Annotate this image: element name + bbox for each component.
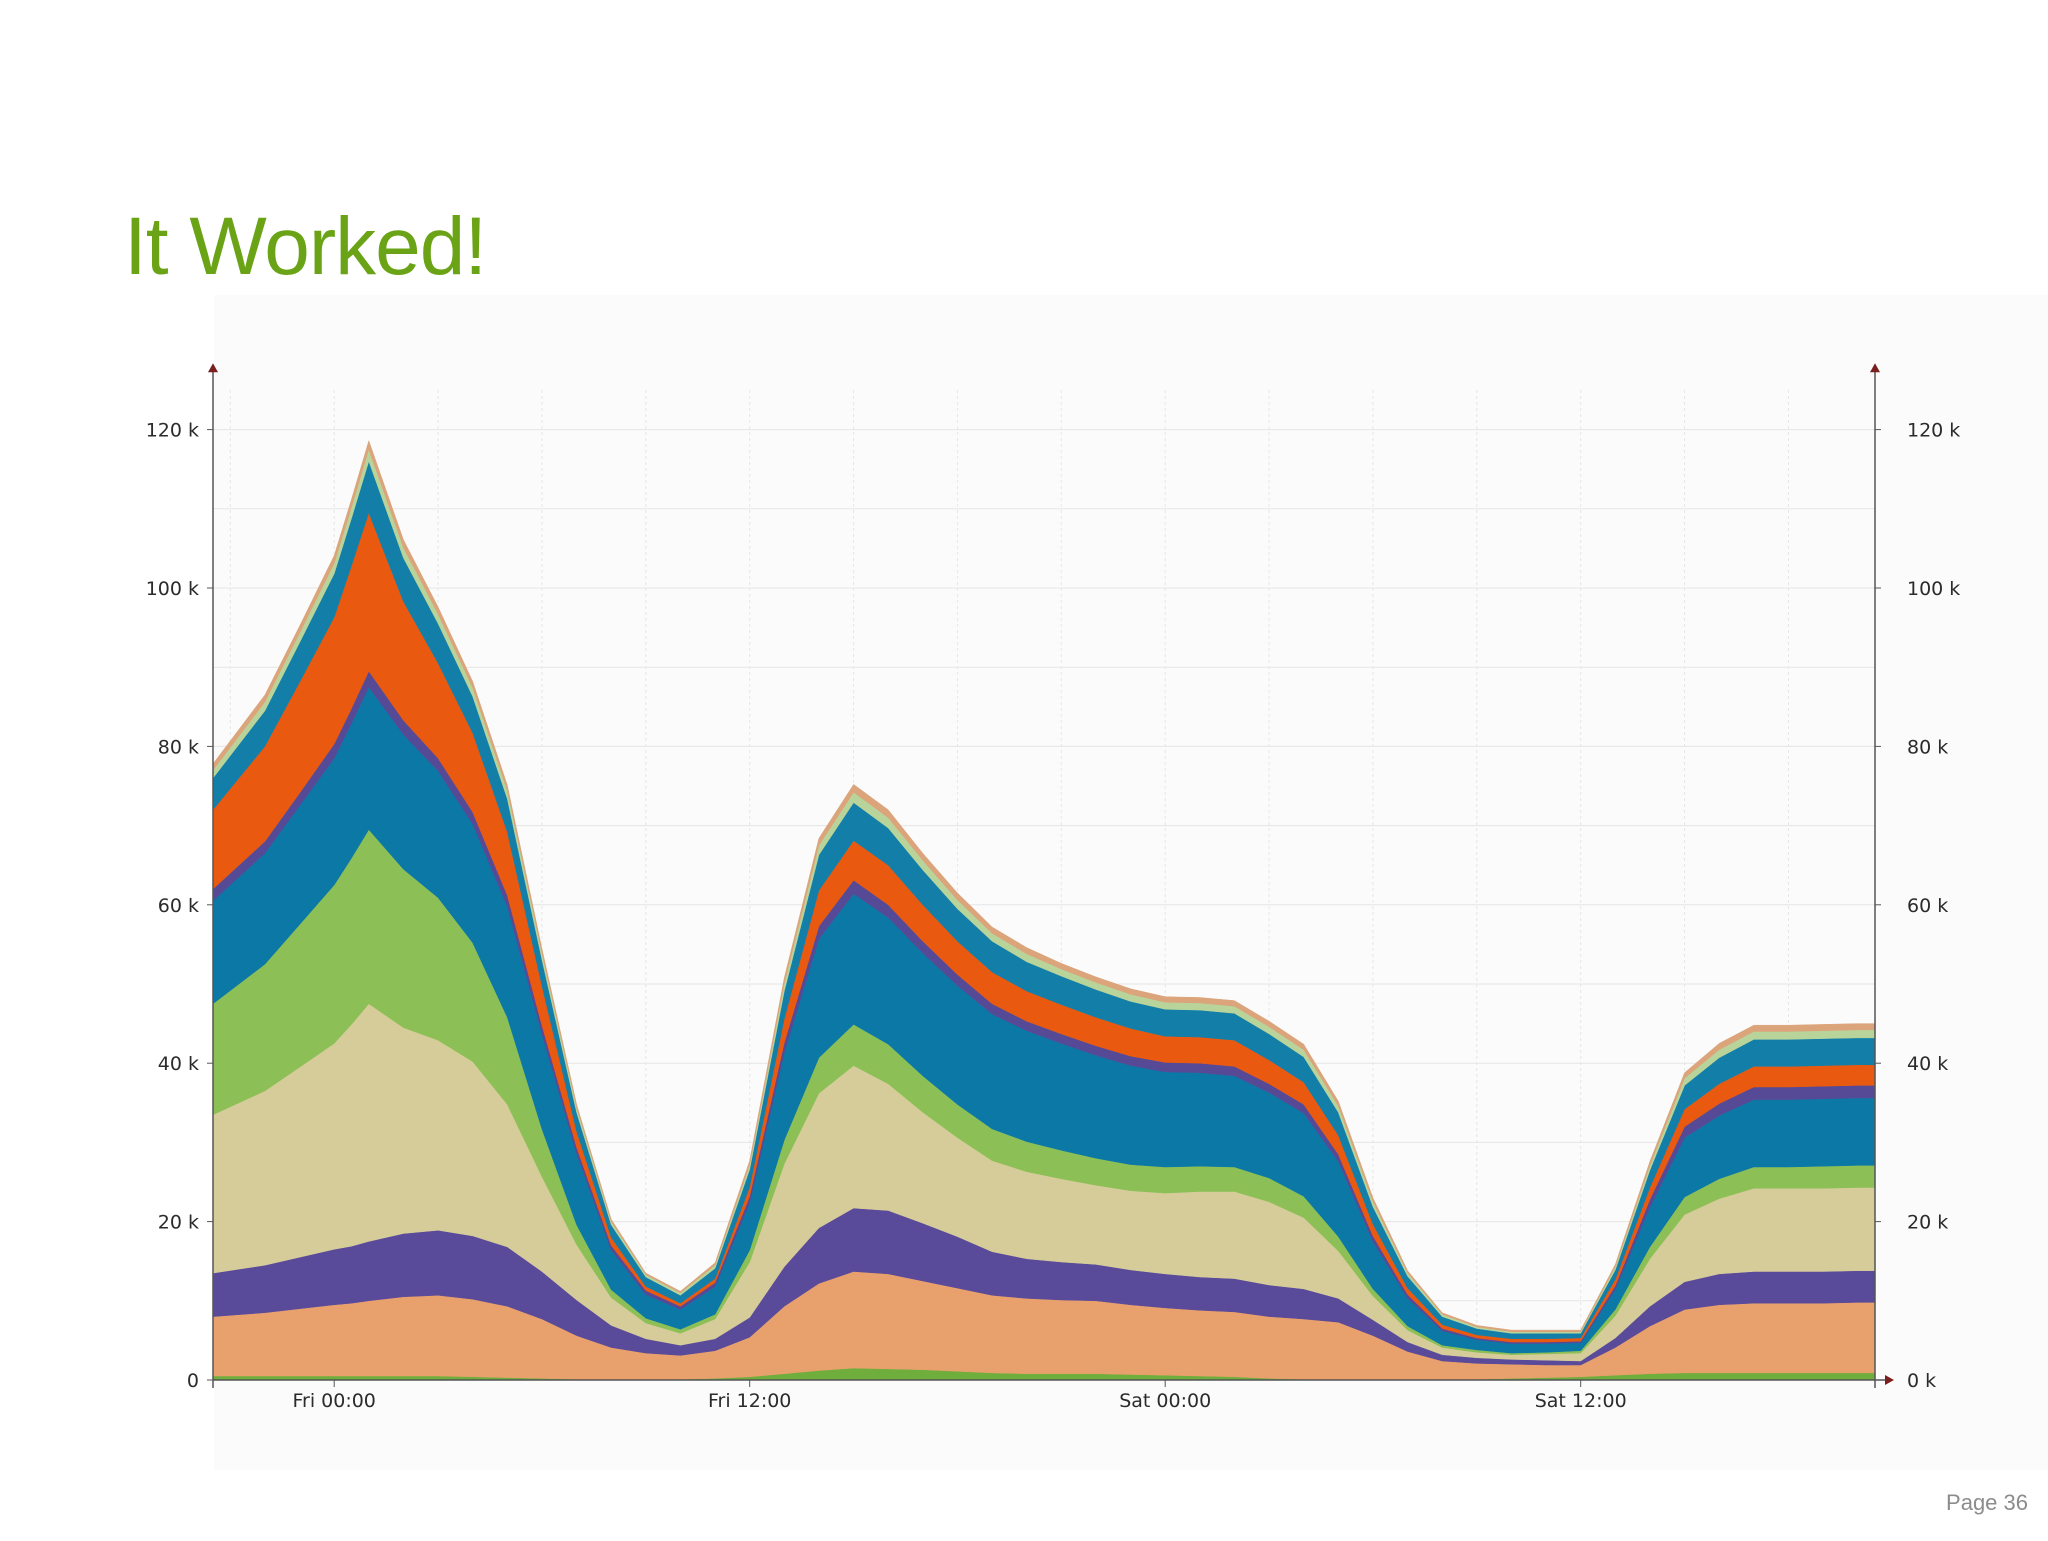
x-tick-label: Fri 12:00 [708, 1390, 791, 1412]
y-tick-label-right: 100 k [1907, 578, 1960, 600]
y-tick-label-left: 0 [187, 1370, 199, 1392]
y-tick-label-left: 40 k [158, 1053, 199, 1075]
x-axis-labels: Fri 00:00 Fri 12:00 Sat 00:00 Sat 12:00 [292, 1390, 1626, 1412]
y-tick-label-right: 60 k [1907, 895, 1948, 917]
y-axis-left-arrow-icon [208, 363, 218, 373]
y-tick-label-right: 20 k [1907, 1212, 1948, 1234]
x-tick-label: Sat 00:00 [1119, 1390, 1211, 1412]
y-tick-label-right: 40 k [1907, 1053, 1948, 1075]
x-axis-arrow-icon [1885, 1375, 1894, 1385]
axes [207, 363, 1894, 1388]
y-axis-right-labels: 0 k 20 k 40 k 60 k 80 k 100 k 120 k [1907, 420, 1960, 1392]
y-tick-label-left: 120 k [146, 420, 199, 442]
y-tick-label-right: 120 k [1907, 420, 1960, 442]
y-axis-right-arrow-icon [1870, 363, 1880, 373]
y-tick-label-left: 100 k [146, 578, 199, 600]
page-number: Page 36 [1946, 1490, 2028, 1515]
y-tick-label-left: 20 k [158, 1212, 199, 1234]
y-tick-label-left: 60 k [158, 895, 199, 917]
slide-title: It Worked! [124, 201, 487, 292]
y-tick-label-right: 80 k [1907, 736, 1948, 758]
y-tick-label-right: 0 k [1907, 1370, 1936, 1392]
x-tick-label: Fri 00:00 [292, 1390, 375, 1412]
y-tick-label-left: 80 k [158, 736, 199, 758]
y-axis-left-labels: 0 20 k 40 k 60 k 80 k 100 k 120 k [146, 420, 199, 1392]
x-tick-label: Sat 12:00 [1535, 1390, 1627, 1412]
